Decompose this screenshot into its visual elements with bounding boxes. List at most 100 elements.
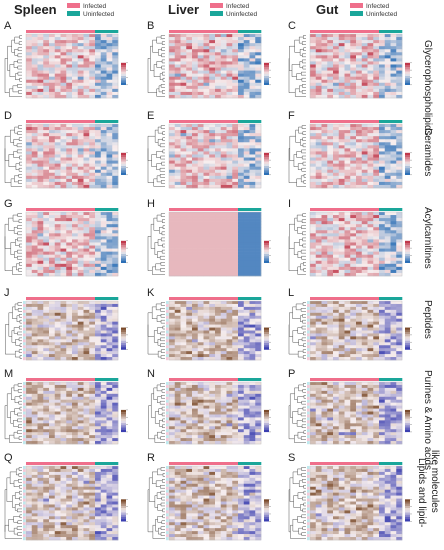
heatmap-cell bbox=[197, 70, 204, 74]
heatmap-cell bbox=[373, 245, 380, 249]
heatmap-cell bbox=[49, 58, 56, 62]
heatmap-cell bbox=[209, 327, 216, 331]
heatmap-cell bbox=[361, 233, 368, 237]
dendrogram-branch bbox=[17, 213, 22, 217]
dendrogram-branch bbox=[18, 337, 22, 342]
heatmap-cell bbox=[54, 94, 61, 99]
dendrogram-branch bbox=[303, 331, 306, 336]
heatmap-cell bbox=[180, 52, 187, 56]
heatmap-cell bbox=[66, 318, 73, 322]
heatmap-cell bbox=[106, 61, 113, 65]
heatmap-cell bbox=[37, 245, 44, 249]
heatmap-cell bbox=[390, 345, 397, 349]
legend-b: Infected Uninfected bbox=[210, 3, 257, 18]
heatmap-cell bbox=[232, 272, 239, 277]
heatmap-cell bbox=[89, 266, 96, 271]
heatmap-cell bbox=[373, 260, 380, 265]
heatmap-cell bbox=[112, 245, 119, 249]
heatmap-cell bbox=[37, 136, 44, 140]
group-annotation-cell bbox=[60, 208, 67, 211]
heatmap-cell bbox=[367, 272, 374, 277]
heatmap-cell bbox=[60, 330, 67, 334]
heatmap-cell bbox=[249, 184, 256, 189]
heatmap-cell bbox=[367, 94, 374, 99]
heatmap-cell bbox=[238, 40, 245, 44]
heatmap-cell bbox=[238, 330, 245, 334]
heatmap-cell bbox=[89, 218, 96, 222]
heatmap-cell bbox=[100, 321, 107, 325]
heatmap-cell bbox=[186, 351, 193, 355]
heatmap-cell bbox=[238, 43, 245, 47]
color-key-step bbox=[121, 240, 126, 244]
heatmap-cell bbox=[77, 402, 84, 406]
heatmap-cell bbox=[379, 248, 386, 252]
heatmap-cell bbox=[31, 414, 38, 418]
heatmap-cell bbox=[106, 85, 113, 90]
heatmap-cell bbox=[203, 327, 210, 331]
heatmap-cell bbox=[361, 215, 368, 219]
heatmap-cell bbox=[226, 133, 233, 137]
heatmap-cell bbox=[327, 245, 334, 249]
heatmap-cell bbox=[338, 354, 345, 358]
heatmap-cell bbox=[26, 330, 33, 334]
heatmap-cell bbox=[232, 148, 239, 152]
heatmap-cell bbox=[243, 227, 250, 231]
heatmap-cell bbox=[350, 230, 357, 234]
heatmap-cell bbox=[390, 151, 397, 155]
heatmap-cell bbox=[77, 301, 84, 305]
heatmap-cell bbox=[232, 327, 239, 331]
heatmap-cell bbox=[327, 215, 334, 219]
heatmap-cell bbox=[350, 145, 357, 149]
heatmap-cell bbox=[226, 94, 233, 99]
heatmap-cell bbox=[338, 172, 345, 177]
heatmap-cell bbox=[26, 306, 33, 311]
heatmap-cell bbox=[37, 327, 44, 331]
heatmap-cell bbox=[26, 49, 33, 53]
heatmap-cell bbox=[60, 357, 67, 361]
heatmap-cell bbox=[83, 85, 90, 90]
heatmap-cell bbox=[226, 254, 233, 259]
heatmap-cell bbox=[238, 357, 245, 361]
heatmap-cell bbox=[396, 184, 403, 189]
dendrogram-branch bbox=[157, 339, 161, 346]
heatmap-cell bbox=[180, 309, 187, 314]
heatmap-cell bbox=[186, 169, 193, 174]
heatmap-cell bbox=[333, 160, 340, 164]
heatmap-cell bbox=[243, 94, 250, 99]
heatmap-cell bbox=[77, 151, 84, 155]
heatmap-cell bbox=[384, 154, 391, 158]
heatmap-cell bbox=[249, 169, 256, 174]
heatmap-cell bbox=[26, 181, 33, 186]
group-annotation-cell bbox=[390, 30, 397, 33]
dendrogram-branch bbox=[162, 137, 165, 142]
heatmap-cell bbox=[232, 91, 239, 96]
heatmap-cell bbox=[367, 91, 374, 96]
heatmap-cell bbox=[43, 405, 50, 409]
heatmap-cell bbox=[186, 43, 193, 47]
heatmap-cell bbox=[26, 354, 33, 358]
heatmap-cell bbox=[43, 330, 50, 334]
heatmap-cell bbox=[344, 91, 351, 96]
dendrogram-branch bbox=[160, 262, 165, 266]
heatmap-cell bbox=[31, 37, 38, 41]
heatmap-cell bbox=[186, 342, 193, 346]
heatmap-cell bbox=[310, 224, 317, 228]
heatmap-cell bbox=[327, 127, 334, 131]
group-annotation-cell bbox=[186, 208, 193, 211]
heatmap-cell bbox=[49, 266, 56, 271]
heatmap-cell bbox=[100, 345, 107, 349]
heatmap-cell bbox=[37, 239, 44, 243]
heatmap-cell bbox=[180, 157, 187, 161]
heatmap-cell bbox=[197, 342, 204, 346]
dendrogram-branch bbox=[17, 237, 22, 242]
heatmap-cell bbox=[60, 58, 67, 62]
group-annotation-cell bbox=[396, 120, 403, 123]
heatmap-cell bbox=[390, 306, 397, 311]
heatmap-cell bbox=[83, 133, 90, 137]
heatmap-cell bbox=[209, 260, 216, 265]
heatmap-cell bbox=[249, 227, 256, 231]
color-key-step bbox=[264, 260, 269, 263]
heatmap-cell bbox=[180, 127, 187, 131]
heatmap-cell bbox=[356, 221, 363, 225]
heatmap-cell bbox=[338, 61, 345, 65]
